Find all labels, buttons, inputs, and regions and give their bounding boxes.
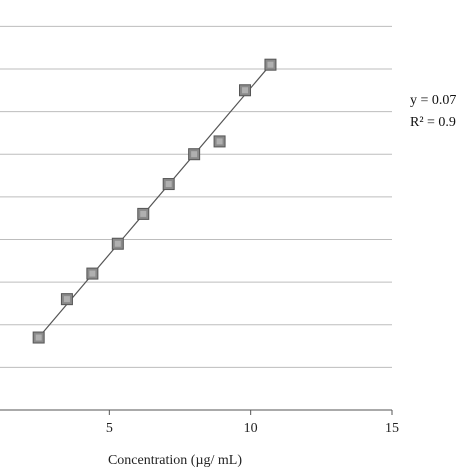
x-axis-ticks (108, 410, 393, 415)
data-point (213, 135, 226, 148)
x-tick-label: 5 (106, 421, 113, 436)
x-tick-label: 10 (244, 421, 258, 436)
data-point (111, 237, 124, 250)
data-point (32, 331, 45, 344)
x-axis-tick-labels: 5 10 15 (106, 421, 399, 436)
data-point (239, 84, 252, 97)
r-squared-value: R² = 0.9 (410, 115, 456, 130)
data-point (188, 148, 201, 161)
trendline (38, 64, 271, 338)
data-point (162, 178, 175, 191)
grid-lines (0, 25, 392, 368)
data-points (32, 58, 277, 344)
data-point (264, 58, 277, 71)
data-point (60, 293, 73, 306)
data-point (86, 267, 99, 280)
trendline-equation: y = 0.07 (410, 93, 456, 108)
x-axis-title: Concentration (µg/ mL) (108, 453, 242, 468)
x-tick-label: 15 (385, 421, 399, 436)
data-point (137, 207, 150, 220)
